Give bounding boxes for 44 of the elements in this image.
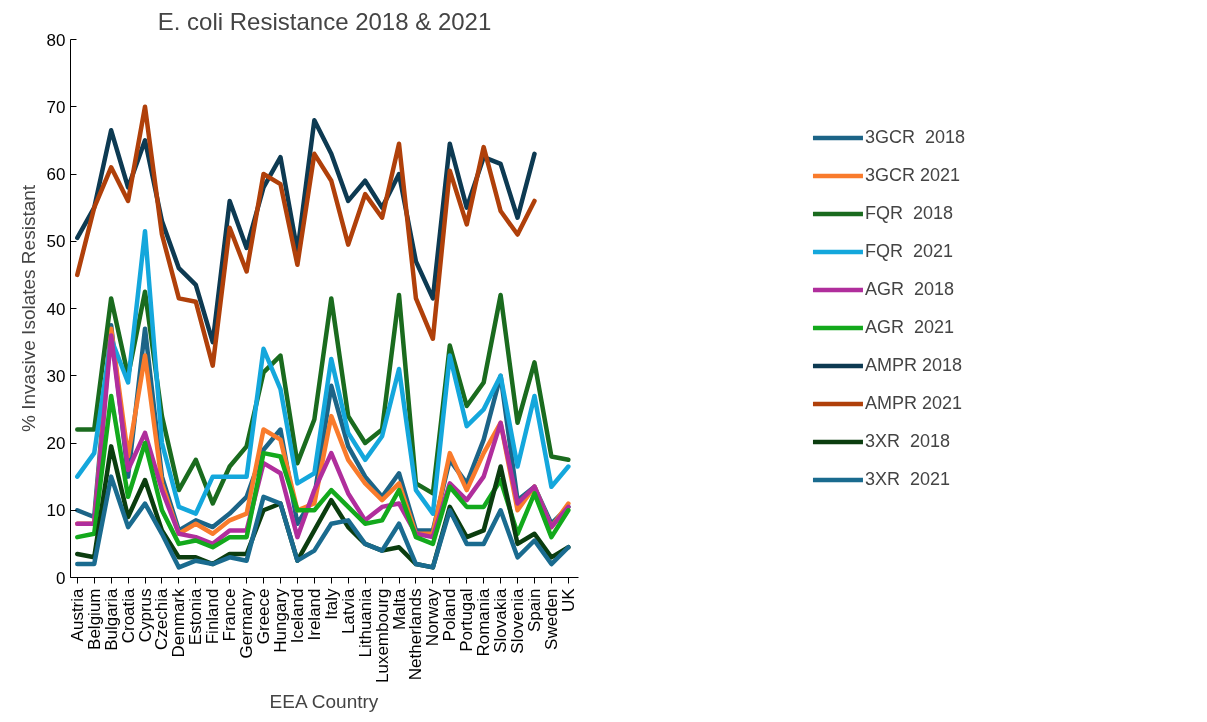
x-tick-label: Italy (321, 588, 341, 620)
legend-label: FQR 2018 (864, 202, 954, 224)
chart-title: E. coli Resistance 2018 & 2021 (157, 7, 492, 35)
x-tick-label: Netherlands (406, 588, 426, 681)
x-tick-label: UK (558, 587, 578, 613)
legend-label: AGR 2018 (864, 278, 955, 300)
x-tick-label: Romania (474, 587, 494, 657)
y-tick-label: 20 (46, 434, 66, 453)
legend-label: 3XR 2018 (864, 430, 951, 452)
x-tick-label: Belgium (84, 588, 104, 650)
legend-label: FQR 2021 (864, 240, 954, 262)
x-tick-label: Lithuania (355, 587, 375, 658)
x-tick-label: Luxembourg (372, 588, 392, 683)
x-tick-label: Germany (237, 588, 257, 659)
x-tick-label: Norway (423, 588, 443, 647)
x-tick-label: France (220, 588, 240, 642)
line-series (75, 228, 571, 516)
legend-label: AGR 2021 (864, 316, 955, 338)
y-tick-label: 60 (46, 165, 66, 184)
y-tick-label: 30 (46, 366, 66, 386)
x-tick-label: Denmark (169, 588, 189, 658)
x-tick-label: Austria (67, 587, 87, 642)
legend-label: 3GCR 2018 (864, 126, 966, 148)
x-tick-label: Finland (203, 588, 223, 645)
y-tick-label: 80 (46, 30, 66, 50)
y-axis-title: % Invasive Isolates Resistant (17, 184, 39, 433)
x-tick-label: Poland (440, 588, 460, 642)
line-series (75, 393, 571, 550)
y-tick-label: 10 (46, 501, 66, 521)
legend-label: 3GCR 2021 (864, 164, 961, 186)
x-tick-label: Slovakia (491, 587, 511, 653)
x-tick-label: Portugal (457, 588, 477, 652)
legend-label: AMPR 2021 (864, 392, 963, 414)
legend-label: AMPR 2018 (864, 354, 963, 376)
y-tick-label: 50 (46, 232, 66, 252)
y-tick-label: 40 (46, 299, 66, 319)
legend-label: 3XR 2021 (864, 468, 951, 490)
line-series (75, 474, 571, 570)
x-tick-label: Estonia (186, 587, 206, 646)
y-tick-label: 70 (46, 97, 66, 117)
x-axis-title: EEA Country (269, 691, 379, 712)
x-tick-label: Cyprus (135, 588, 155, 643)
x-tick-label: Ireland (304, 588, 324, 641)
y-tick-label: 0 (56, 568, 66, 588)
